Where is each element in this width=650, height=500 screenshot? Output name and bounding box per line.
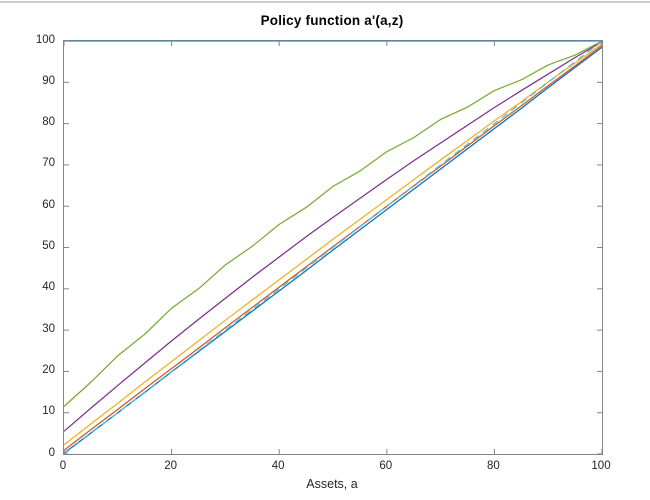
x-tick-label: 20 [164, 460, 177, 472]
y-tick-label: 100 [35, 33, 55, 46]
series-policy-z2 [63, 45, 603, 451]
y-tick-label: 50 [42, 240, 55, 252]
y-tick-label: 30 [42, 322, 55, 335]
y-tick-label: 70 [42, 157, 55, 170]
series-policy-z4 [63, 41, 603, 432]
window-top-border [0, 1, 650, 3]
chart-title: Policy function a'(a,z) [260, 13, 404, 28]
x-tick-label: 100 [591, 460, 611, 472]
plot-area [63, 40, 603, 455]
x-axis-label: Assets, a [306, 477, 358, 491]
series-policy-z3 [63, 43, 603, 446]
x-tick-label: 0 [59, 460, 67, 472]
y-tick-label: 0 [48, 446, 55, 459]
x-tick-label: 80 [486, 460, 500, 472]
y-tick-label: 60 [42, 198, 55, 211]
series-diagonal-45-degree [63, 40, 603, 455]
series-policy-z5 [63, 40, 603, 407]
y-tick-label: 10 [42, 405, 55, 418]
y-tick-label: 20 [42, 363, 55, 376]
policy-function-lines [63, 40, 603, 455]
x-tick-label: 40 [271, 460, 285, 472]
y-tick-label: 80 [42, 116, 55, 129]
x-tick-label: 60 [379, 460, 393, 472]
y-tick-label: 40 [42, 281, 55, 294]
y-tick-label: 90 [42, 74, 55, 87]
